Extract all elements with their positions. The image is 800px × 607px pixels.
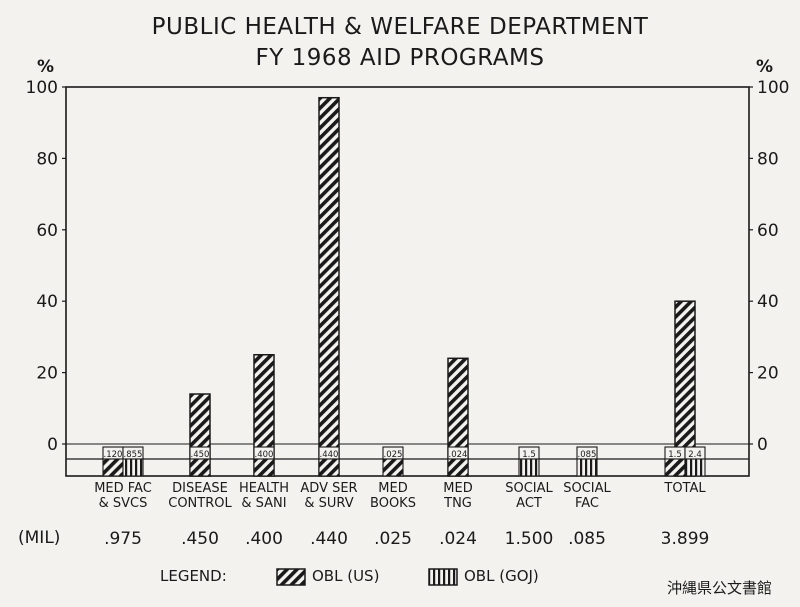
- y-tick-label-right: 80: [757, 149, 779, 169]
- amount-label: .024: [439, 529, 477, 549]
- strip-value-label: .855: [124, 450, 143, 460]
- amount-label: .400: [245, 529, 283, 549]
- y-tick-label-right: 40: [757, 292, 779, 312]
- amount-label: .450: [181, 529, 219, 549]
- y-tick-label-right: 60: [757, 221, 779, 241]
- y-tick-label-left: 40: [36, 292, 58, 312]
- y-tick-label-right: 100: [757, 78, 789, 98]
- legend-swatch-us: [276, 568, 306, 586]
- strip-value-label: 1.5: [668, 450, 682, 460]
- category-label: MED FAC & SVCS: [94, 481, 152, 511]
- category-label: DISEASE CONTROL: [168, 481, 232, 511]
- y-tick-label-left: 60: [36, 221, 58, 241]
- amount-label: .440: [310, 529, 348, 549]
- category-label: SOCIAL FAC: [563, 481, 611, 511]
- legend-us: OBL (US): [312, 567, 380, 585]
- y-axis-unit-right: %: [756, 57, 774, 77]
- chart-title-line2: FY 1968 AID PROGRAMS: [255, 45, 545, 71]
- strip-bar: [576, 458, 598, 477]
- amount-label: 1.500: [504, 529, 554, 549]
- strip-bar: [684, 458, 706, 477]
- y-tick-label-right: 0: [757, 435, 768, 455]
- legend-label: LEGEND:: [160, 567, 227, 585]
- strip-bar: [382, 458, 404, 477]
- strip-bar: [664, 458, 686, 477]
- strip-value-label: .450: [191, 450, 210, 460]
- strip-bar: [189, 458, 211, 477]
- amount-label: .975: [104, 529, 142, 549]
- category-label: HEALTH & SANI: [238, 481, 290, 511]
- y-tick-label-right: 20: [757, 364, 779, 384]
- category-label: SOCIAL ACT: [505, 481, 553, 511]
- amount-label: 3.899: [660, 529, 710, 549]
- y-tick-label-left: 20: [36, 364, 58, 384]
- category-label: MED TNG: [443, 481, 473, 511]
- category-label: MED BOOKS: [370, 481, 416, 511]
- strip-value-label: 1.5: [522, 450, 536, 460]
- strip-bar: [253, 458, 275, 477]
- strip-value-label: .085: [578, 450, 597, 460]
- plot-frame: [65, 86, 750, 477]
- y-axis-unit-left: %: [37, 57, 55, 77]
- strip-bar: [318, 458, 340, 477]
- category-label: ADV SER & SURV: [300, 481, 358, 511]
- strip-bar: [447, 458, 469, 477]
- y-tick-label-left: 0: [47, 435, 58, 455]
- strip-value-label: .120: [104, 450, 123, 460]
- strip-bar: [518, 458, 540, 477]
- y-tick-label-left: 100: [26, 78, 58, 98]
- category-label: TOTAL: [664, 481, 706, 496]
- legend-goj: OBL (GOJ): [464, 567, 539, 585]
- amount-label: .085: [568, 529, 606, 549]
- archive-stamp: 沖縄県公文書館: [666, 579, 772, 597]
- strip-value-label: .440: [320, 450, 339, 460]
- strip-bar: [102, 458, 124, 477]
- strip-value-label: .400: [255, 450, 274, 460]
- strip-value-label: 2.4: [688, 450, 702, 460]
- legend-swatch-goj: [428, 568, 458, 586]
- strip-value-label: .025: [384, 450, 403, 460]
- y-tick-label-left: 80: [36, 149, 58, 169]
- amount-unit-label: (MIL): [18, 528, 61, 548]
- chart-title-line1: PUBLIC HEALTH & WELFARE DEPARTMENT: [151, 14, 649, 40]
- strip-bar: [122, 458, 144, 477]
- amount-label: .025: [374, 529, 412, 549]
- bar-obl-us: [318, 96, 340, 477]
- strip-value-label: .024: [449, 450, 468, 460]
